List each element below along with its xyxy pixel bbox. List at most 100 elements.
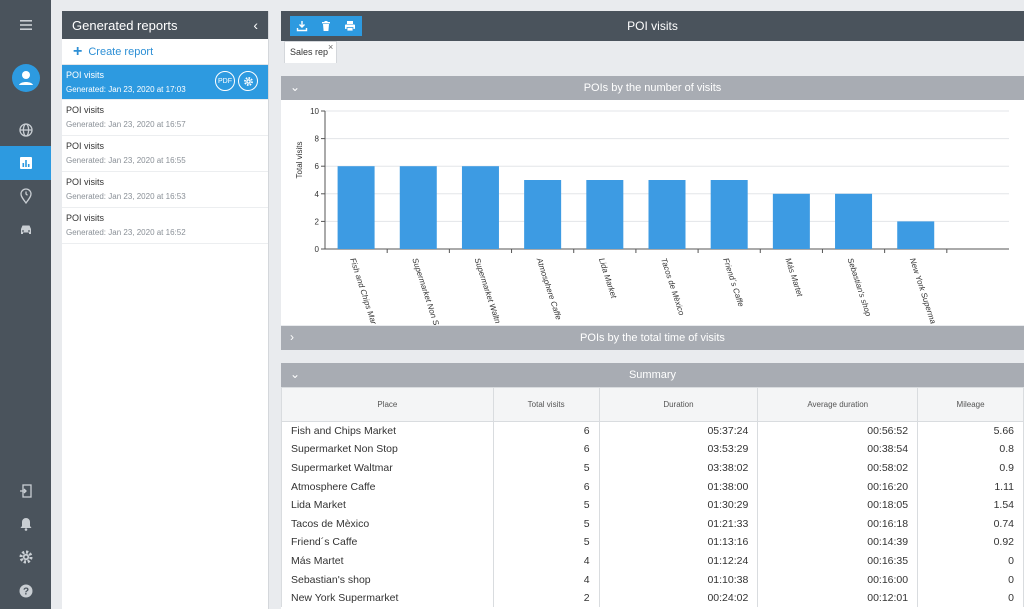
bar: [648, 180, 686, 249]
cell-total-visits: 5: [492, 458, 600, 478]
section-time-header[interactable]: › POIs by the total time of visits: [281, 326, 1024, 350]
cell-average-duration: 00:56:52: [757, 421, 919, 441]
cell-average-duration: 00:38:54: [757, 440, 919, 459]
cell-duration: 01:30:29: [598, 495, 759, 515]
report-item[interactable]: POI visits Generated: Jan 23, 2020 at 16…: [62, 208, 268, 244]
cell-mileage: 0: [917, 588, 1024, 608]
download-icon[interactable]: [290, 16, 314, 36]
trash-icon[interactable]: [314, 16, 338, 36]
cell-average-duration: 00:18:05: [757, 495, 919, 515]
chevron-right-icon: ›: [290, 330, 294, 344]
table-row[interactable]: Atmosphere Caffe 6 01:38:00 00:16:20 1.11: [281, 477, 1024, 496]
tab-close-icon[interactable]: ×: [328, 42, 334, 52]
report-item[interactable]: POI visits Generated: Jan 23, 2020 at 16…: [62, 100, 268, 136]
table-row[interactable]: Friend´s Caffe 5 01:13:16 00:14:39 0.92: [281, 533, 1024, 552]
cell-place: Supermarket Non Stop: [281, 440, 494, 459]
bar: [710, 180, 748, 249]
x-tick-label: Fish and Chips Mar: [348, 257, 378, 325]
cell-mileage: 0: [917, 570, 1024, 589]
column-header-duration[interactable]: Duration: [598, 387, 759, 422]
collapse-panel-icon[interactable]: ‹: [253, 17, 258, 33]
chevron-down-icon: ⌄: [290, 80, 301, 94]
table-row[interactable]: New York Supermarket 2 00:24:02 00:12:01 0: [281, 588, 1024, 608]
print-icon[interactable]: [338, 16, 362, 36]
report-title: POI visits: [66, 70, 105, 80]
cell-mileage: 0: [917, 551, 1024, 571]
cell-place: Supermarket Waltmar: [281, 458, 494, 478]
bar: [586, 180, 624, 249]
column-header-average-duration[interactable]: Average duration: [757, 387, 919, 422]
report-settings-icon[interactable]: [238, 71, 258, 91]
summary-table-container: Place Total visits Duration Average dura…: [281, 387, 1024, 609]
cell-average-duration: 00:12:01: [757, 588, 919, 608]
column-header-mileage[interactable]: Mileage: [917, 387, 1024, 422]
tab-sales-rep[interactable]: Sales rep: [284, 41, 337, 63]
bar: [835, 193, 873, 249]
table-row[interactable]: Supermarket Waltmar 5 03:38:02 00:58:02 0.9: [281, 458, 1024, 478]
report-toolbar: POI visits: [281, 11, 1024, 41]
help-icon[interactable]: ?: [0, 574, 51, 608]
report-title: POI visits: [66, 141, 105, 151]
cell-mileage: 0.74: [917, 514, 1024, 534]
section-time-title: POIs by the total time of visits: [580, 332, 725, 344]
cell-mileage: 0.8: [917, 440, 1024, 459]
visits-chart: 0 2 4 6 8 10 Total visits Fish and Chips Mar Sup…: [281, 100, 1024, 327]
create-report-button[interactable]: + Create report: [62, 39, 268, 65]
cell-duration: 01:13:16: [598, 533, 759, 552]
cell-place: Tacos de Mèxico: [281, 514, 494, 534]
x-tick-label: New York Superma: [908, 257, 938, 325]
main-area: POI visits Sales rep × ⌄ POIs by the num…: [281, 11, 1024, 609]
user-avatar-icon[interactable]: [0, 61, 51, 95]
car-icon[interactable]: [0, 213, 51, 247]
logout-icon[interactable]: [0, 474, 51, 508]
cell-total-visits: 4: [492, 551, 600, 571]
cell-total-visits: 2: [492, 588, 600, 608]
cell-duration: 01:21:33: [598, 514, 759, 534]
cell-mileage: 5.66: [917, 421, 1024, 441]
x-tick-label: Más Martet: [783, 257, 804, 299]
plus-icon: +: [73, 42, 83, 60]
report-title: POI visits: [66, 105, 105, 115]
pdf-button[interactable]: PDF: [215, 71, 235, 91]
cell-place: Friend´s Caffe: [281, 533, 494, 552]
bar: [772, 193, 810, 249]
bell-icon[interactable]: [0, 507, 51, 541]
x-tick-label: Supermarket Waltn: [473, 257, 503, 325]
x-tick-label: Atmosphere Caffe: [534, 256, 563, 322]
cell-duration: 01:38:00: [598, 477, 759, 496]
report-date: Generated: Jan 23, 2020 at 16:57: [66, 120, 186, 129]
section-summary-header[interactable]: ⌄ Summary: [281, 363, 1024, 387]
y-tick-label: 8: [315, 135, 320, 144]
table-row[interactable]: Más Martet 4 01:12:24 00:16:35 0: [281, 551, 1024, 571]
globe-icon[interactable]: [0, 113, 51, 147]
cell-average-duration: 00:16:20: [757, 477, 919, 496]
gear-icon[interactable]: [0, 540, 51, 574]
table-row[interactable]: Fish and Chips Market 6 05:37:24 00:56:52 5.…: [281, 421, 1024, 441]
table-row[interactable]: Supermarket Non Stop 6 03:53:29 00:38:54 0.8: [281, 440, 1024, 459]
bar-chart: 0 2 4 6 8 10 Total visits Fish and Chips Mar Sup…: [295, 107, 1009, 327]
cell-place: Sebastian's shop: [281, 570, 494, 589]
reports-icon[interactable]: [0, 146, 51, 180]
cell-duration: 01:10:38: [598, 570, 759, 589]
table-row[interactable]: Tacos de Mèxico 5 01:21:33 00:16:18 0.74: [281, 514, 1024, 534]
tab-label: Sales rep: [290, 47, 329, 57]
report-item-active[interactable]: POI visits Generated: Jan 23, 2020 at 17…: [62, 65, 268, 100]
column-header-total-visits[interactable]: Total visits: [492, 387, 600, 422]
create-report-label: Create report: [88, 45, 154, 58]
cell-mileage: 1.54: [917, 495, 1024, 515]
report-item[interactable]: POI visits Generated: Jan 23, 2020 at 16…: [62, 136, 268, 172]
location-clock-icon[interactable]: [0, 179, 51, 213]
x-tick-label: Supermarket Non S: [410, 257, 440, 325]
section-visits-header[interactable]: ⌄ POIs by the number of visits: [281, 76, 1024, 100]
cell-average-duration: 00:16:18: [757, 514, 919, 534]
bar: [897, 221, 935, 249]
table-row[interactable]: Lida Market 5 01:30:29 00:18:05 1.54: [281, 495, 1024, 515]
column-header-place[interactable]: Place: [281, 387, 494, 422]
report-date: Generated: Jan 23, 2020 at 17:03: [66, 85, 186, 94]
report-item[interactable]: POI visits Generated: Jan 23, 2020 at 16…: [62, 172, 268, 208]
menu-icon[interactable]: [0, 8, 51, 42]
panel-header: Generated reports ‹: [62, 11, 268, 39]
table-row[interactable]: Sebastian's shop 4 01:10:38 00:16:00 0: [281, 570, 1024, 589]
bar: [337, 166, 375, 249]
cell-duration: 01:12:24: [598, 551, 759, 571]
